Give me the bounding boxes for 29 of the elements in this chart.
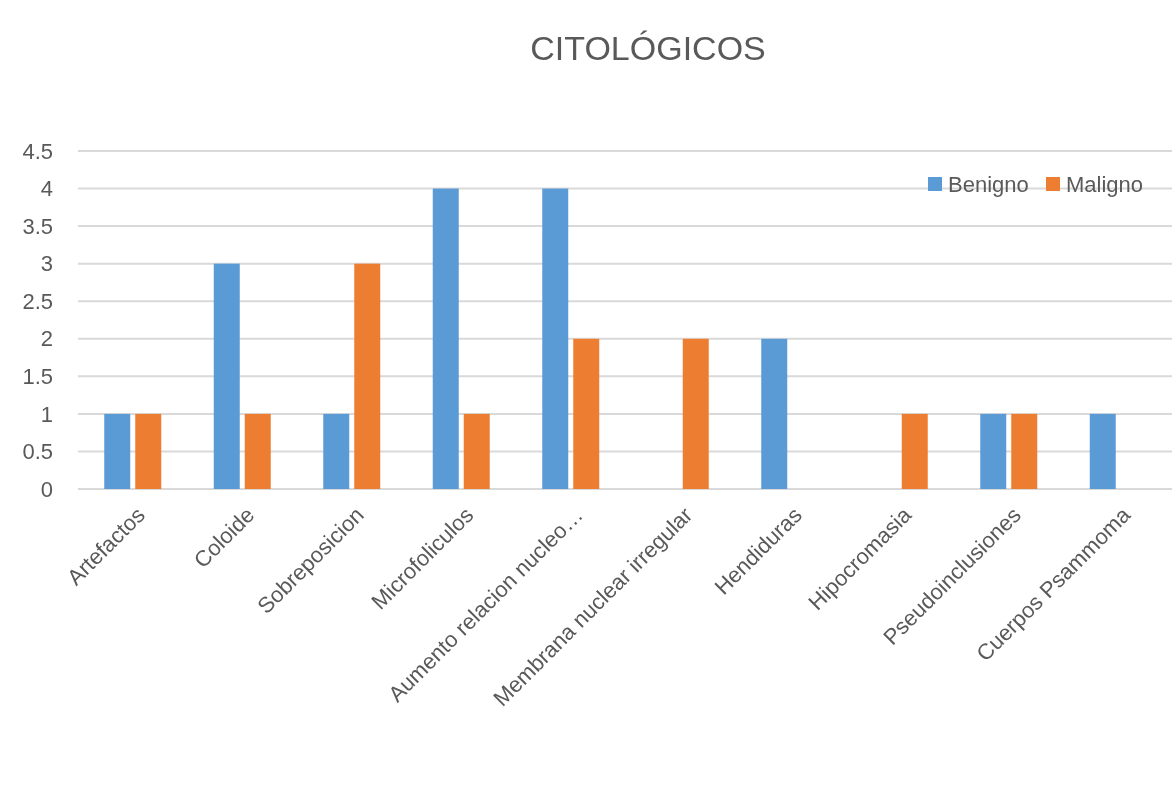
bar (244, 413, 271, 489)
bar (1011, 413, 1038, 489)
y-tick-label: 0 (40, 476, 53, 502)
y-tick-label: 2 (40, 326, 53, 352)
y-tick-label: 1.5 (22, 364, 53, 390)
y-tick-label: 2.5 (22, 288, 53, 314)
bar (432, 188, 459, 489)
y-tick-label: 1 (40, 401, 53, 427)
bar (463, 413, 490, 489)
bar (323, 413, 350, 489)
bar (682, 338, 709, 489)
bar (135, 413, 162, 489)
bar (980, 413, 1007, 489)
bar (104, 413, 131, 489)
legend-label: Benigno (948, 171, 1029, 197)
legend-label: Maligno (1066, 171, 1144, 197)
bar (354, 263, 381, 489)
y-tick-label: 0.5 (22, 439, 53, 465)
bar (761, 338, 788, 489)
bar (901, 413, 928, 489)
bar (542, 188, 569, 489)
y-tick-label: 4.5 (22, 138, 53, 164)
bar (573, 338, 600, 489)
bar (213, 263, 240, 489)
y-tick-label: 4 (40, 176, 53, 202)
bar (1089, 413, 1116, 489)
y-tick-label: 3 (40, 251, 53, 277)
chart-title: CITOLÓGICOS (530, 29, 766, 67)
y-tick-label: 3.5 (22, 213, 53, 239)
